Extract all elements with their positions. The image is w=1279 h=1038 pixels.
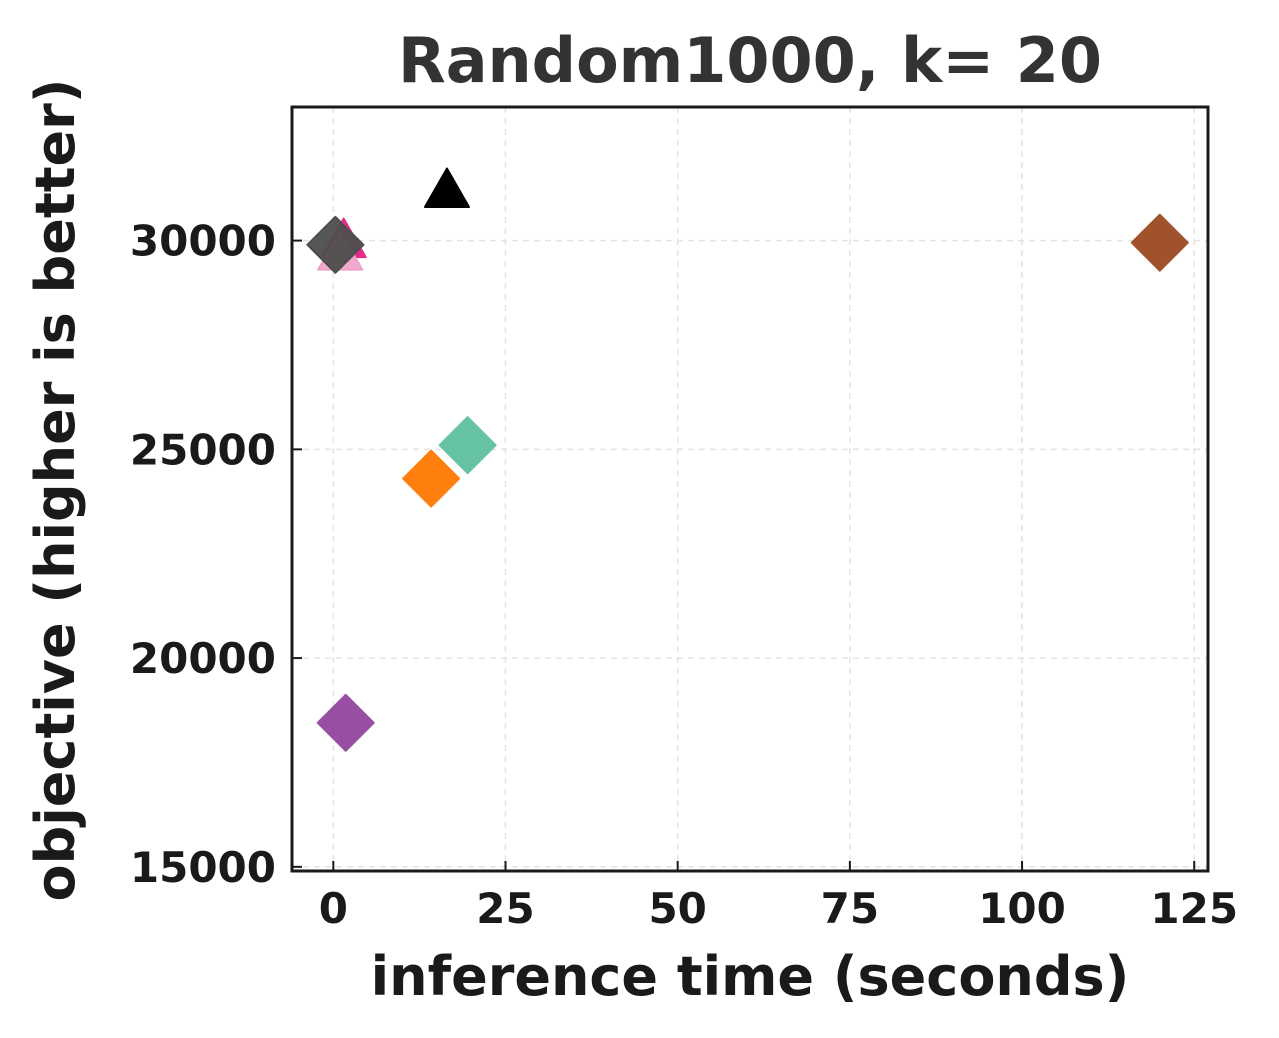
y-axis-label: objective (higher is better) [24,79,87,902]
data-points [306,167,1189,752]
y-tick-label: 15000 [130,843,276,892]
data-point-diamond [402,449,461,508]
x-tick-label: 50 [648,884,706,933]
data-point-diamond [438,416,497,475]
data-point-diamond [1130,213,1189,272]
grid-lines [292,107,1208,871]
x-tick-label: 0 [319,884,348,933]
x-tick-label: 75 [821,884,879,933]
x-tick-label: 100 [978,884,1066,933]
plot-frame [290,105,1210,873]
x-axis-label: inference time (seconds) [371,945,1130,1008]
y-tick-label: 20000 [130,634,276,683]
data-point-diamond [316,693,375,752]
x-tick-label: 25 [476,884,534,933]
data-point-diamond [306,215,365,274]
chart-title: Random1000, k= 20 [398,24,1102,97]
y-tick-label: 30000 [130,217,276,266]
data-point-triangle [423,167,470,208]
x-tick-label: 125 [1150,884,1238,933]
y-tick-label: 25000 [130,425,276,474]
axis-ticks: 0 25 50 75 100 125 15000 20000 25000 30000 [130,217,1238,933]
